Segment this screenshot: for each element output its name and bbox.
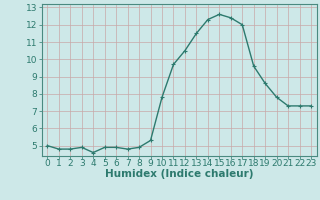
- X-axis label: Humidex (Indice chaleur): Humidex (Indice chaleur): [105, 169, 253, 179]
